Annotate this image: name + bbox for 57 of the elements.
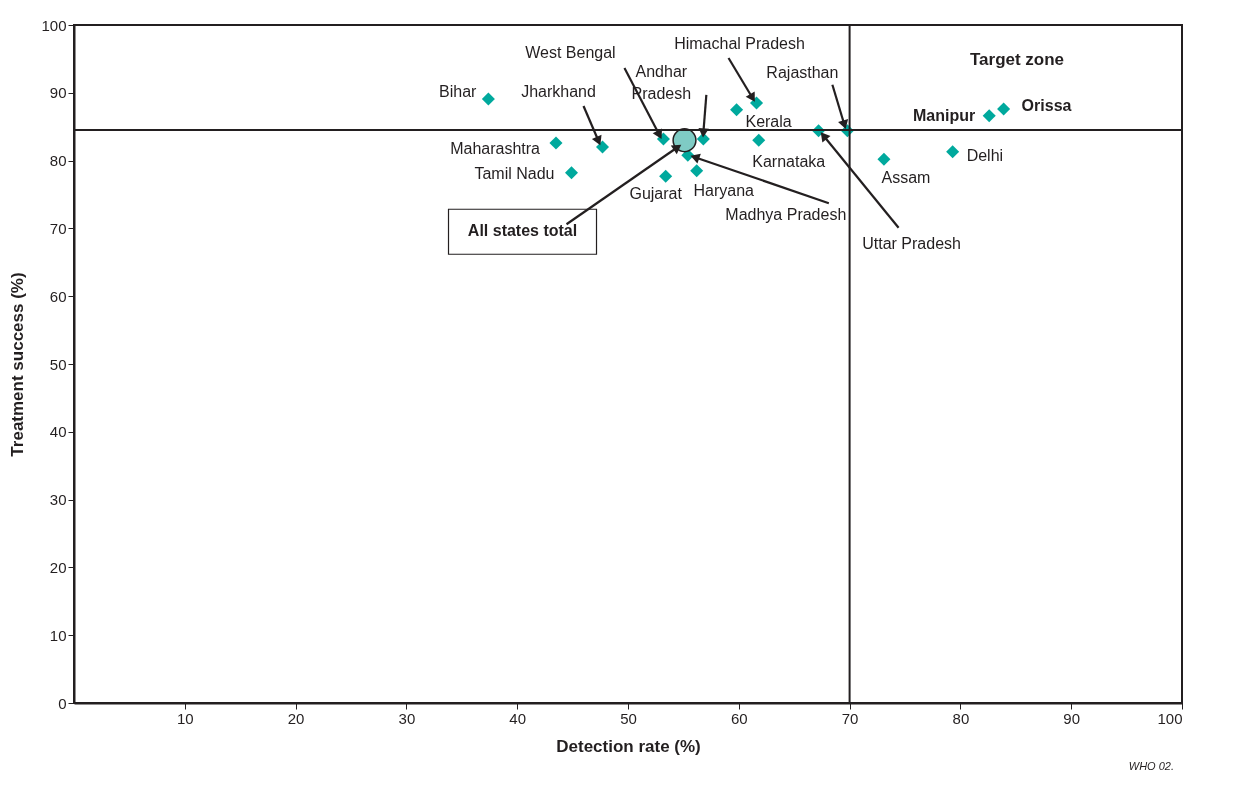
x-tick-label: 10 bbox=[176, 709, 194, 727]
y-tick-label: 80 bbox=[49, 152, 67, 170]
x-tick-label: 40 bbox=[509, 709, 527, 727]
annotation: Bihar bbox=[439, 82, 478, 100]
x-tick-label: 20 bbox=[287, 709, 305, 727]
point bbox=[982, 109, 996, 123]
y-tick-label: 20 bbox=[49, 558, 67, 576]
point bbox=[596, 140, 610, 154]
annotation: Delhi bbox=[966, 146, 1004, 164]
annotation: Orissa bbox=[1021, 97, 1072, 115]
annotation: Manipur bbox=[912, 106, 976, 124]
x-tick-label: 70 bbox=[841, 709, 859, 727]
point bbox=[730, 103, 744, 117]
annotation: Target zone bbox=[969, 50, 1065, 69]
x-tick-label: 60 bbox=[730, 709, 748, 727]
x-axis-title: Detection rate (%) bbox=[556, 736, 701, 756]
y-tick-label: 50 bbox=[49, 355, 67, 373]
y-tick-label: 60 bbox=[49, 287, 67, 305]
annotation: Rajasthan bbox=[766, 63, 839, 81]
text: WHO 02. bbox=[1128, 760, 1174, 772]
annotation: All states total bbox=[467, 222, 578, 240]
point bbox=[690, 164, 704, 178]
y-tick-label: 30 bbox=[49, 491, 67, 509]
y-tick-label: 90 bbox=[49, 84, 67, 102]
y-tick-label: 100 bbox=[41, 16, 67, 34]
annotation: Tamil Nadu bbox=[474, 164, 555, 182]
point bbox=[750, 96, 764, 110]
point bbox=[877, 152, 891, 166]
y-tick-label: 0 bbox=[58, 694, 67, 712]
annotation: Uttar Pradesh bbox=[862, 234, 961, 252]
annotation: Maharashtra bbox=[450, 139, 541, 157]
x-tick-label: 80 bbox=[952, 709, 970, 727]
point bbox=[946, 145, 960, 159]
x-tick-label: 90 bbox=[1063, 709, 1081, 727]
annotation: Assam bbox=[881, 169, 931, 187]
point bbox=[672, 128, 697, 153]
point bbox=[659, 169, 673, 183]
annotation: Karnataka bbox=[752, 153, 826, 171]
point bbox=[564, 166, 579, 180]
point bbox=[752, 133, 766, 147]
point bbox=[549, 136, 563, 150]
y-tick-label: 40 bbox=[49, 423, 67, 441]
y-axis-title: Treatment success (%) bbox=[8, 272, 28, 457]
annotation: Jharkhand bbox=[521, 83, 596, 101]
annotation: Kerala bbox=[745, 112, 792, 130]
point bbox=[481, 92, 495, 106]
x-tick-label: 100 bbox=[1157, 709, 1183, 727]
annotation: Gujarat bbox=[629, 185, 683, 203]
x-tick-label: 30 bbox=[398, 709, 416, 727]
y-tick-label: 70 bbox=[49, 219, 67, 237]
annotation: West Bengal bbox=[525, 43, 616, 61]
annotation: Madhya Pradesh bbox=[725, 206, 847, 224]
annotation: Himachal Pradesh bbox=[674, 34, 805, 52]
point bbox=[997, 102, 1011, 116]
annotation: Haryana bbox=[693, 181, 755, 199]
y-tick-label: 10 bbox=[49, 626, 67, 644]
x-tick-label: 50 bbox=[620, 709, 637, 727]
